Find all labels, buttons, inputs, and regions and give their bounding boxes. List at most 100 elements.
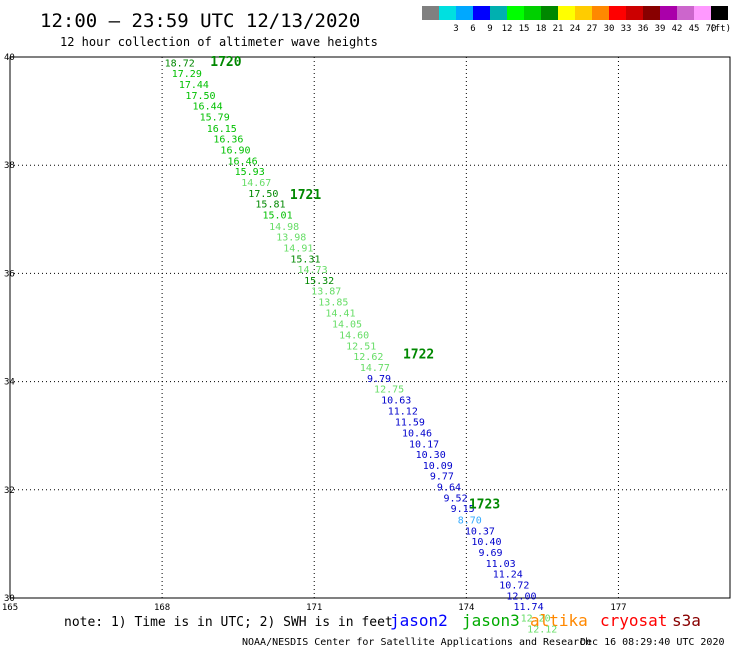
wave-height-point: 14.73 [297,265,327,276]
wave-height-point: 16.36 [213,135,243,146]
legend-label: 39 [655,24,666,34]
legend-unit: (ft) [709,24,731,34]
axis-tick-labels: 165 168 171 174 177 40 38 36 34 32 30 [2,53,627,613]
wave-height-point: 15.93 [235,167,265,178]
wave-height-point: 10.63 [381,395,411,406]
wave-height-point: 10.40 [471,537,501,548]
legend-swatch [456,6,473,20]
wave-height-point: 11.74 [513,602,543,613]
lat-tick-label: 38 [4,161,15,171]
wave-height-point: 16.46 [228,156,258,167]
lon-tick-label: 168 [154,603,170,613]
legend-label: 24 [570,24,581,34]
legend-swatch [507,6,524,20]
legend-label: 3 [453,24,458,34]
wave-height-point: 10.72 [499,580,529,591]
lat-tick-label: 36 [4,269,15,279]
satellite-altika: altika [530,611,588,630]
lon-tick-label: 177 [610,603,626,613]
time-label: 1721 [290,188,321,203]
wave-height-point: 16.90 [220,146,250,157]
wave-height-point: 14.77 [360,363,390,374]
legend-label: 6 [470,24,475,34]
wave-height-point: 11.59 [395,418,425,429]
wave-height-point: 12.12 [527,624,557,635]
legend-label: 9 [487,24,492,34]
wave-height-point: 9.64 [437,483,461,494]
wave-height-point: 15.01 [263,210,293,221]
satellite-jason2: jason2 [390,611,448,630]
legend-swatch [660,6,677,20]
time-labels: 1720 1721 1722 1723 [210,55,500,513]
color-legend: 3 6 9 12 15 18 21 24 27 30 33 36 39 42 45 70(ft) [422,6,731,34]
legend-swatch [626,6,643,20]
legend-swatch [711,6,728,20]
wave-height-point: 12.51 [346,341,376,352]
wave-height-point: 15.32 [304,276,334,287]
legend-label: 45 [689,24,700,34]
wave-height-point: 14.98 [269,222,299,233]
legend-swatch [524,6,541,20]
legend-swatch [422,6,439,20]
grid-lines [10,57,730,598]
wave-height-point: 10.30 [416,450,446,461]
wave-height-point: 9.69 [479,548,503,559]
wave-height-point: 9.77 [430,472,454,483]
wave-height-point: 10.46 [402,428,432,439]
wave-height-point: 17.29 [172,69,202,80]
satellite-legend: jason2 jason3 altika cryosat s3a [390,611,701,630]
wave-height-point: 15.79 [200,113,230,124]
page-subtitle: 12 hour collection of altimeter wave hei… [60,35,378,49]
legend-label: 18 [536,24,547,34]
wave-height-point: 10.37 [465,526,495,537]
wave-height-point: 10.09 [423,461,453,472]
legend-label: 33 [621,24,632,34]
wave-height-point: 17.50 [185,91,215,102]
satellite-jason3: jason3 [462,611,520,630]
lat-tick-label: 40 [4,53,15,63]
time-label: 1723 [469,497,500,512]
wave-height-point: 12.75 [374,385,404,396]
wave-height-point: 13.98 [276,233,306,244]
wave-height-point: 12.62 [353,352,383,363]
wave-height-point: 13.85 [318,298,348,309]
wave-height-point: 12.00 [506,591,536,602]
legend-label: 30 [604,24,615,34]
lat-tick-label: 30 [4,594,15,604]
legend-label: 42 [672,24,683,34]
lat-tick-label: 32 [4,486,15,496]
legend-swatch [643,6,660,20]
wave-height-point: 11.24 [493,570,523,581]
wave-height-point: 14.91 [283,243,313,254]
time-label: 1722 [403,347,434,362]
wave-height-point: 11.12 [388,406,418,417]
time-label: 1720 [210,55,241,70]
legend-swatch [490,6,507,20]
legend-swatch [541,6,558,20]
footer-timestamp: Dec 16 08:29:40 UTC 2020 [580,637,725,648]
wave-height-point: 11.03 [486,559,516,570]
legend-label: 12 [502,24,513,34]
legend-label: 36 [638,24,649,34]
satellite-s3a: s3a [672,611,701,630]
legend-label: 70 [706,24,717,34]
footer-note: note: 1) Time is in UTC; 2) SWH is in fe… [64,615,393,630]
wave-height-point: 10.17 [409,439,439,450]
footer-credit: NOAA/NESDIS Center for Satellite Applica… [242,637,591,648]
legend-swatch [439,6,456,20]
legend-swatch [677,6,694,20]
wave-height-point: 16.15 [207,124,237,135]
lat-tick-label: 34 [4,378,15,388]
legend-swatch [609,6,626,20]
wave-height-point: 12.20 [521,613,551,624]
wave-height-point: 17.50 [248,189,278,200]
wave-height-point: 8.70 [458,516,482,527]
wave-height-point: 17.44 [179,80,209,91]
wave-height-points: 18.7217.2917.4417.5016.4415.7916.1516.36… [165,58,558,635]
wave-height-point: 14.60 [339,331,369,342]
lon-tick-label: 174 [458,603,474,613]
wave-height-point: 18.72 [165,58,195,69]
wave-height-point: 14.05 [332,320,362,331]
wave-height-point: 9.79 [367,374,391,385]
